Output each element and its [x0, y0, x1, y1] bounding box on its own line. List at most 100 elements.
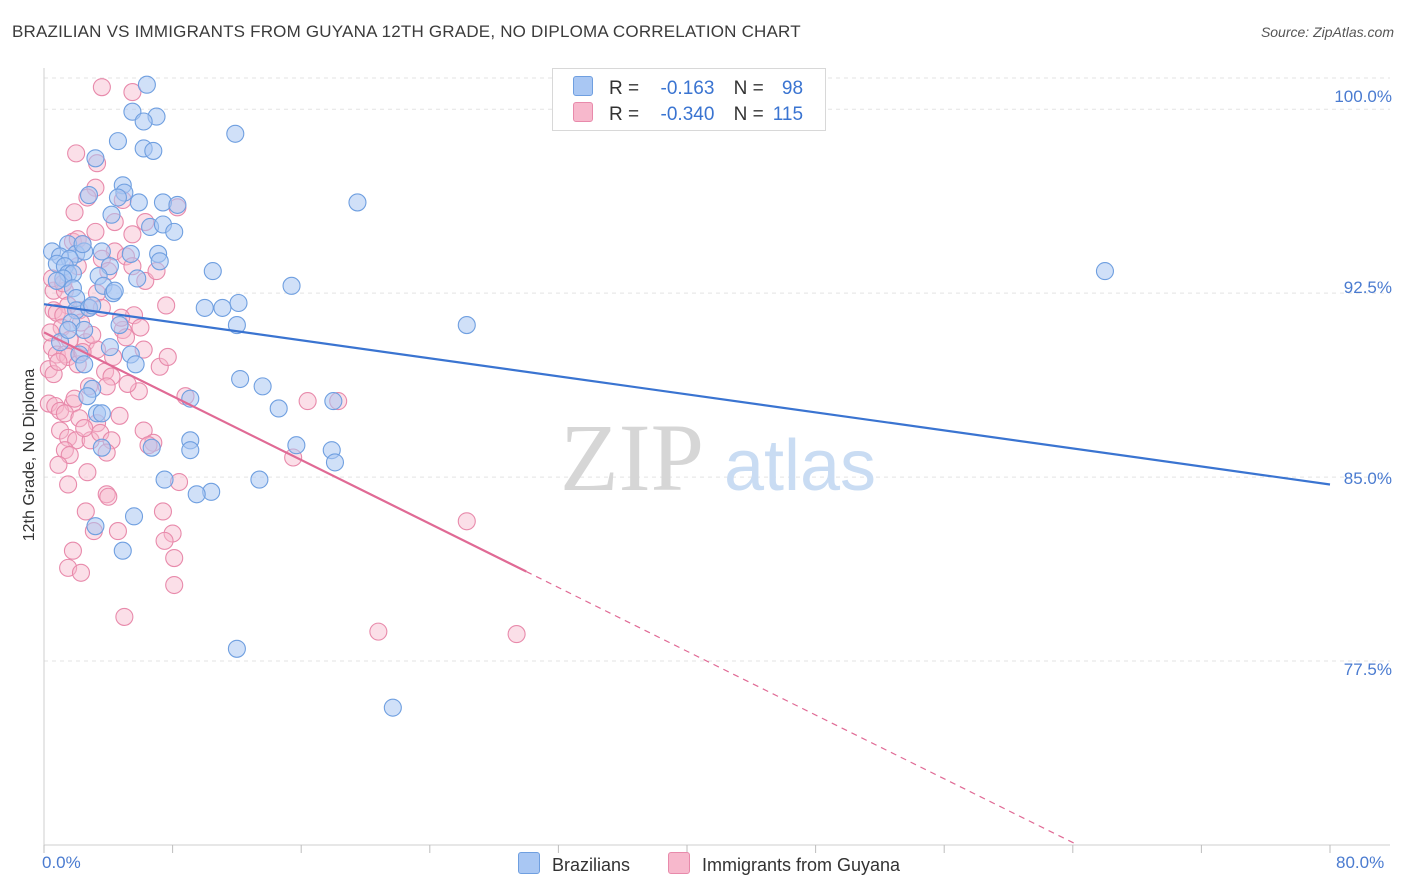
legend-swatch	[668, 852, 690, 874]
brazilians-point	[100, 338, 119, 357]
watermark: ZIP atlas	[560, 404, 876, 511]
guyana-point	[110, 406, 129, 425]
guyana-point	[76, 502, 95, 521]
brazilians-point	[150, 252, 169, 271]
brazilians-point	[269, 399, 288, 418]
guyana-point	[369, 622, 388, 641]
guyana-point	[49, 352, 68, 371]
guyana-point	[157, 296, 176, 315]
n-value: 115	[772, 104, 804, 125]
guyana-point	[51, 401, 70, 420]
brazilians-point	[229, 293, 248, 313]
brazilians-point	[59, 320, 78, 340]
guyana-point	[99, 487, 118, 506]
guyana-point	[115, 607, 134, 626]
guyana-point	[108, 522, 127, 541]
brazilians-point	[126, 355, 145, 374]
brazilians-point	[324, 392, 343, 411]
guyana-point	[123, 225, 142, 244]
grid-lines	[44, 77, 1390, 662]
brazilians-point	[47, 271, 66, 290]
brazilians-point	[282, 276, 301, 295]
legend-item-brazilians: Brazilians	[518, 852, 630, 876]
legend-row-guyana: R = -0.340 N = 115	[573, 102, 804, 125]
watermark-zip: ZIP	[560, 404, 704, 511]
legend-item-guyana: Immigrants from Guyana	[668, 852, 900, 876]
brazilians-point	[168, 195, 187, 214]
brazilians-point	[108, 132, 127, 151]
legend-swatch	[573, 76, 593, 96]
brazilians-point	[226, 124, 245, 143]
brazilians-point	[325, 453, 345, 472]
guyana-point	[507, 625, 526, 644]
y-tick-label: 92.5%	[1343, 278, 1392, 297]
brazilians-point	[92, 438, 111, 457]
n-label: N =	[733, 78, 764, 99]
brazilians-point	[1095, 262, 1114, 281]
guyana-point	[55, 404, 74, 423]
legend-row-brazilians: R = -0.163 N = 98	[573, 76, 804, 99]
n-value: 98	[781, 78, 804, 99]
guyana-point	[123, 83, 142, 102]
guyana-point	[70, 409, 89, 428]
r-value: -0.340	[660, 104, 715, 125]
brazilians-point	[78, 387, 97, 406]
guyana-point	[46, 396, 65, 416]
brazilians-point	[105, 281, 124, 300]
brazilians-point	[187, 485, 206, 504]
brazilians-point	[86, 517, 105, 536]
guyana-point	[92, 78, 111, 97]
brazilians-point	[134, 112, 153, 131]
brazilians-point	[113, 541, 132, 560]
guyana-point	[67, 144, 86, 163]
r-value: -0.163	[660, 78, 715, 99]
legend-swatch	[573, 102, 593, 122]
watermark-atlas: atlas	[724, 426, 876, 506]
guyana-point	[49, 455, 68, 474]
stats-legend: R = -0.163 N = 98 R = -0.340 N = 115	[552, 68, 826, 131]
guyana-trend-line	[43, 331, 527, 573]
brazilians-point	[75, 320, 94, 340]
chart-title: BRAZILIAN VS IMMIGRANTS FROM GUYANA 12TH…	[12, 22, 801, 41]
brazilians-point	[227, 639, 246, 658]
guyana-point	[39, 360, 58, 379]
brazilians-point	[231, 369, 250, 389]
brazilians-point	[144, 141, 163, 160]
guyana-point	[129, 382, 148, 401]
guyana-point	[155, 531, 174, 550]
brazilians-point	[383, 698, 402, 717]
guyana-point	[153, 502, 173, 521]
brazilians-point	[213, 298, 232, 317]
guyana-point	[63, 541, 82, 560]
brazilians-point	[250, 470, 269, 489]
brazilians-point	[108, 188, 127, 207]
brazilians-point	[110, 316, 129, 335]
brazilians-trend-line	[43, 303, 1331, 486]
guyana-point	[65, 203, 84, 222]
y-tick-label: 77.5%	[1343, 660, 1392, 679]
guyana-point	[59, 475, 78, 494]
brazilians-point	[124, 507, 144, 526]
guyana-point	[457, 512, 476, 531]
guyana-point	[71, 563, 91, 582]
legend-swatch	[518, 852, 540, 874]
brazilians-point	[79, 186, 99, 205]
trend-lines	[43, 303, 1331, 846]
guyana-trend-extension	[525, 571, 1079, 846]
brazilians-point	[348, 193, 367, 212]
series-brazilians-points	[42, 75, 1114, 717]
brazilians-point	[86, 149, 105, 168]
guyana-point	[86, 222, 105, 241]
source-label: Source: ZipAtlas.com	[1260, 24, 1394, 40]
brazilians-point	[73, 235, 92, 254]
guyana-point	[78, 463, 97, 482]
brazilians-point	[92, 242, 111, 261]
brazilians-point	[227, 316, 246, 335]
guyana-point	[102, 367, 121, 386]
brazilians-point	[121, 244, 140, 263]
brazilians-point	[253, 377, 272, 396]
guyana-point	[118, 374, 137, 393]
brazilians-point	[287, 436, 306, 455]
guyana-point	[165, 575, 184, 595]
